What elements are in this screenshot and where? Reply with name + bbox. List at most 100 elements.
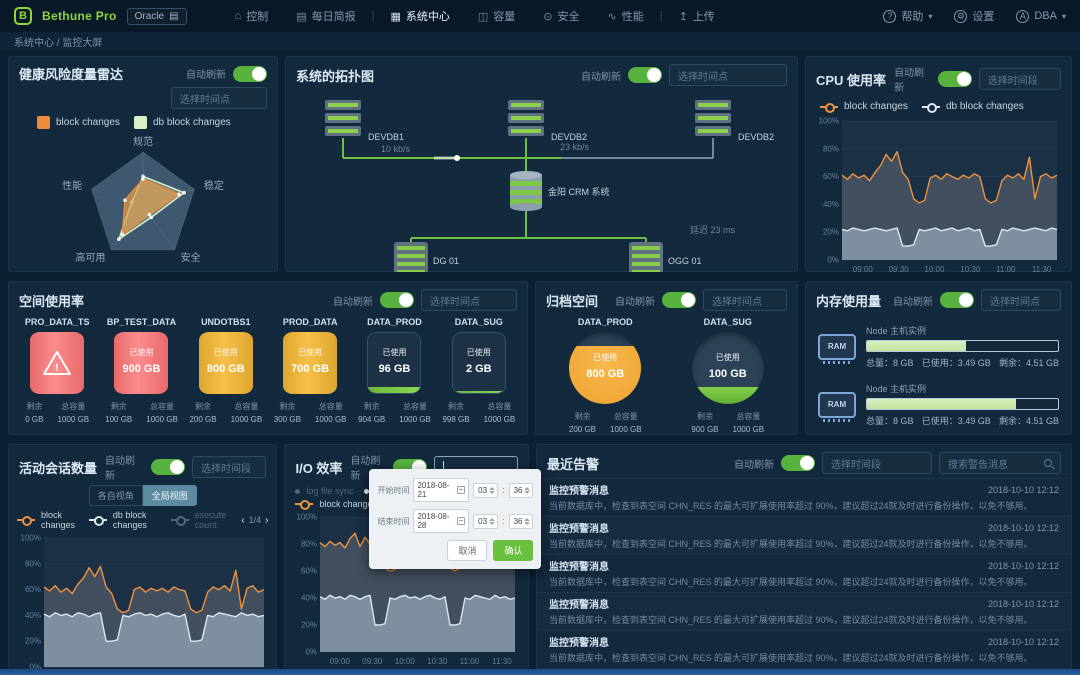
step-up-icon[interactable] [489,517,496,521]
menu-item-upload[interactable]: ↥ 上传 [678,10,715,24]
server-icon-devdb3[interactable] [695,100,731,136]
help-menu[interactable]: ? 帮助 ▾ [883,8,932,24]
server-icon-devdb2[interactable] [508,100,544,136]
time-range-input[interactable]: 选择时间段 [822,452,932,474]
auto-refresh-toggle[interactable] [628,67,662,83]
auto-refresh-toggle[interactable] [940,292,974,308]
active-sessions-chart: 0%20%40%60%80%100%09:0009:3010:0010:3011… [20,534,265,675]
time-range-input[interactable]: 选择时间段 [191,456,267,478]
tablespace-cylinder: 已使用 2 GB [451,332,506,394]
step-down-icon[interactable] [489,490,496,494]
time-point-input[interactable]: 选择时间点 [171,87,267,109]
legend-block-changes[interactable]: block changes [37,116,120,129]
legend-block-changes[interactable]: block changes [295,499,377,510]
legend-prev-button[interactable]: ‹ [241,514,245,526]
server-icon-ogg[interactable] [629,242,663,272]
legend-log-file-sync[interactable]: log file sync [295,486,354,496]
menu-divider: | [659,10,663,22]
tablespace-cylinder: 已使用 700 GB [283,332,338,394]
step-down-icon[interactable] [524,490,531,494]
tablespace-item[interactable]: UNDOTBS1 已使用 800 GB 剩余 200 GB 总容量 1000 GB [189,317,263,424]
end-minute-stepper[interactable]: 36 [508,513,534,529]
memory-node-row: RAM Node 主机实例 总量：8 GB 已使用：3.49 GB 剩余：4.5… [806,315,1071,373]
svg-text:11:00: 11:00 [460,657,480,666]
auto-refresh-toggle[interactable] [662,292,696,308]
menu-item-security[interactable]: ⊙ 安全 [543,10,580,24]
time-point-input[interactable]: 选择时间点 [669,64,787,86]
auto-refresh-toggle[interactable] [380,292,414,308]
legend-execute-count[interactable]: execute count [170,510,234,530]
legend-db-block-changes[interactable]: db block changes [88,510,163,530]
time-range-input[interactable]: 选择时间段 [978,68,1061,90]
panel-title: CPU 使用率 [816,72,887,88]
database-icon-center[interactable] [510,171,542,211]
archive-item[interactable]: DATA_PROD 已使用 800 GB 剩余 200 GB 总容量 1000 GB [568,317,642,434]
panel-title: 最近告警 [547,456,600,472]
tab-individual-view[interactable]: 各自视角 [88,485,143,506]
cpu-usage-panel: CPU 使用率 自动刷新 选择时间段 block changes db bloc… [805,56,1072,274]
tablespace-item[interactable]: PRO_DATA_TS ! 剩余 0 GB 总容量 1000 GB [24,317,90,424]
archive-item[interactable]: DATA_SUG 已使用 100 GB 剩余 900 GB 总容量 1000 GB [691,317,765,434]
tablespace-item[interactable]: DATA_SUG 已使用 2 GB 剩余 998 GB 总容量 1000 GB [442,317,516,424]
home-icon: ⌂ [234,10,242,22]
legend-swatch [133,116,147,129]
step-down-icon[interactable] [524,521,531,525]
settings-button[interactable]: ⚙ 设置 [954,8,994,24]
db-selector[interactable]: Oracle ▤ [126,7,187,25]
topology-panel: 系统的拓扑图 自动刷新 选择时间点 [285,56,798,272]
tablespace-item[interactable]: DATA_PROD 已使用 96 GB 剩余 904 GB 总容量 1000 GB [358,317,431,424]
end-date-input[interactable]: 2018-08-28 [413,509,470,533]
tablespace-item[interactable]: BP_TEST_DATA 已使用 900 GB 剩余 100 GB 总容量 1000 G… [105,317,178,424]
gear-icon: ⚙ [954,9,968,23]
start-hour-stepper[interactable]: 03 [473,482,499,498]
time-point-input[interactable]: 选择时间点 [421,289,517,311]
svg-text:11:00: 11:00 [996,265,1016,274]
start-minute-stepper[interactable]: 36 [508,482,534,498]
node-label-devdb2: DEVDB2 [551,132,587,142]
svg-text:!: ! [55,362,59,374]
legend-next-button[interactable]: › [265,514,269,526]
legend-block-changes[interactable]: block changes [820,101,908,113]
step-up-icon[interactable] [524,486,531,490]
menu-item-system-center[interactable]: ▦ 系统中心 [390,10,450,24]
time-point-input[interactable]: 选择时间点 [703,289,787,311]
svg-text:安全: 安全 [181,251,201,264]
legend-block-changes[interactable]: block changes [17,510,81,530]
alert-search-input[interactable]: 搜索警告消息 [939,452,1061,474]
menu-item-performance[interactable]: ∿ 性能 [607,10,644,24]
step-up-icon[interactable] [489,486,496,490]
legend-db-block-changes[interactable]: db block changes [133,116,231,129]
end-hour-stepper[interactable]: 03 [473,513,499,529]
auto-refresh-toggle[interactable] [150,459,185,475]
tablespace-item[interactable]: PROD_DATA 已使用 700 GB 剩余 300 GB 总容量 1000 GB [273,317,347,424]
step-up-icon[interactable] [524,517,531,521]
tablespace-cylinder: 已使用 900 GB [114,332,169,394]
auto-refresh-toggle[interactable] [937,71,972,87]
auto-refresh-toggle[interactable] [233,65,267,82]
confirm-button[interactable]: 确认 [493,540,534,561]
server-icon-devdb1[interactable] [325,100,361,136]
time-point-input[interactable]: 选择时间点 [981,289,1061,311]
menu-item-capacity[interactable]: ◫ 容量 [477,10,516,24]
calendar-icon [457,486,466,494]
svg-text:11:30: 11:30 [493,657,513,666]
server-icon-dg[interactable] [394,242,428,272]
text-cursor [443,461,445,473]
auto-refresh-toggle[interactable] [781,455,815,471]
menu-item-daily-report[interactable]: ▤ 每日简报 [296,10,356,24]
legend-db-block-changes[interactable]: db block changes [921,101,1024,113]
svg-text:20%: 20% [25,637,41,646]
start-date-input[interactable]: 2018-08-21 [413,478,470,502]
legend-marker [170,516,189,526]
step-down-icon[interactable] [489,521,496,525]
user-menu[interactable]: A DBA ▾ [1016,9,1066,23]
cancel-button[interactable]: 取消 [447,540,488,561]
menu-item-control[interactable]: ⌂ 控制 [234,10,269,23]
tab-global-view[interactable]: 全局视图 [142,485,197,506]
